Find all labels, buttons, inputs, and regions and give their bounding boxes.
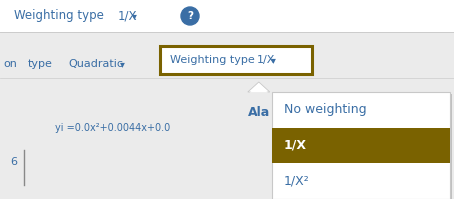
- Text: Weighting type: Weighting type: [14, 10, 104, 22]
- Text: on: on: [3, 59, 17, 69]
- Text: 1/X: 1/X: [118, 10, 138, 22]
- Polygon shape: [250, 84, 268, 93]
- Text: ?: ?: [187, 11, 193, 21]
- Text: Quadratic: Quadratic: [68, 59, 123, 69]
- FancyBboxPatch shape: [0, 0, 454, 32]
- FancyBboxPatch shape: [160, 46, 312, 74]
- Circle shape: [181, 7, 199, 25]
- Text: No weighting: No weighting: [284, 103, 367, 116]
- Text: 6: 6: [10, 157, 17, 167]
- Text: yi =0.0x²+0.0044x+0.0: yi =0.0x²+0.0044x+0.0: [55, 123, 170, 133]
- Polygon shape: [248, 82, 270, 92]
- Text: ▾: ▾: [132, 11, 137, 21]
- FancyBboxPatch shape: [272, 92, 450, 199]
- Text: type: type: [28, 59, 53, 69]
- Text: ▾: ▾: [120, 59, 125, 69]
- Text: 1/X: 1/X: [257, 55, 276, 65]
- FancyBboxPatch shape: [272, 128, 450, 163]
- Text: ▾: ▾: [271, 55, 276, 65]
- Text: Weighting type: Weighting type: [170, 55, 255, 65]
- FancyBboxPatch shape: [274, 94, 452, 199]
- Text: 1/X: 1/X: [284, 139, 307, 152]
- Text: Ala: Ala: [248, 105, 270, 118]
- Text: 1/X²: 1/X²: [284, 175, 310, 188]
